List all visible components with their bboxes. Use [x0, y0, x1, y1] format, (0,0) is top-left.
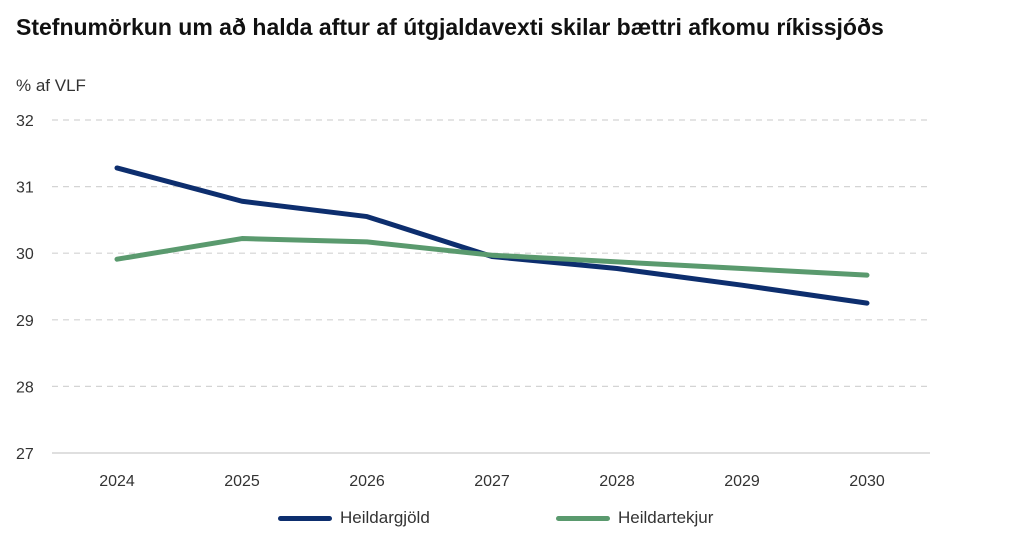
y-tick-label: 31: [16, 180, 34, 197]
y-tick-label: 28: [16, 379, 34, 396]
x-tick-label: 2025: [224, 473, 260, 490]
series-line-heildargjold: [114, 165, 870, 306]
legend-swatch-heildartekjur: [556, 515, 610, 521]
x-tick-label: 2030: [849, 473, 885, 490]
x-tick-label: 2027: [474, 473, 510, 490]
x-tick-label: 2024: [99, 473, 135, 490]
legend-item-heildartekjur: Heildartekjur: [556, 508, 713, 528]
chart-title: Stefnumörkun um að halda aftur af útgjal…: [16, 14, 884, 40]
x-tick-label: 2029: [724, 473, 760, 490]
chart-legend: Heildargjöld Heildartekjur: [0, 508, 1024, 538]
legend-label-heildargjold: Heildargjöld: [340, 508, 430, 527]
x-tick-label: 2028: [599, 473, 635, 490]
y-tick-label: 27: [16, 446, 34, 463]
y-tick-label: 32: [16, 113, 34, 130]
y-tick-label: 30: [16, 246, 34, 263]
x-tick-label: 2026: [349, 473, 385, 490]
legend-label-heildartekjur: Heildartekjur: [618, 508, 714, 527]
legend-swatch-heildargjold: [278, 515, 332, 521]
y-axis-unit-label: % af VLF: [16, 76, 86, 95]
series-line-heildartekjur: [114, 236, 870, 278]
legend-item-heildargjold: Heildargjöld: [278, 508, 430, 528]
y-tick-label: 29: [16, 313, 34, 330]
